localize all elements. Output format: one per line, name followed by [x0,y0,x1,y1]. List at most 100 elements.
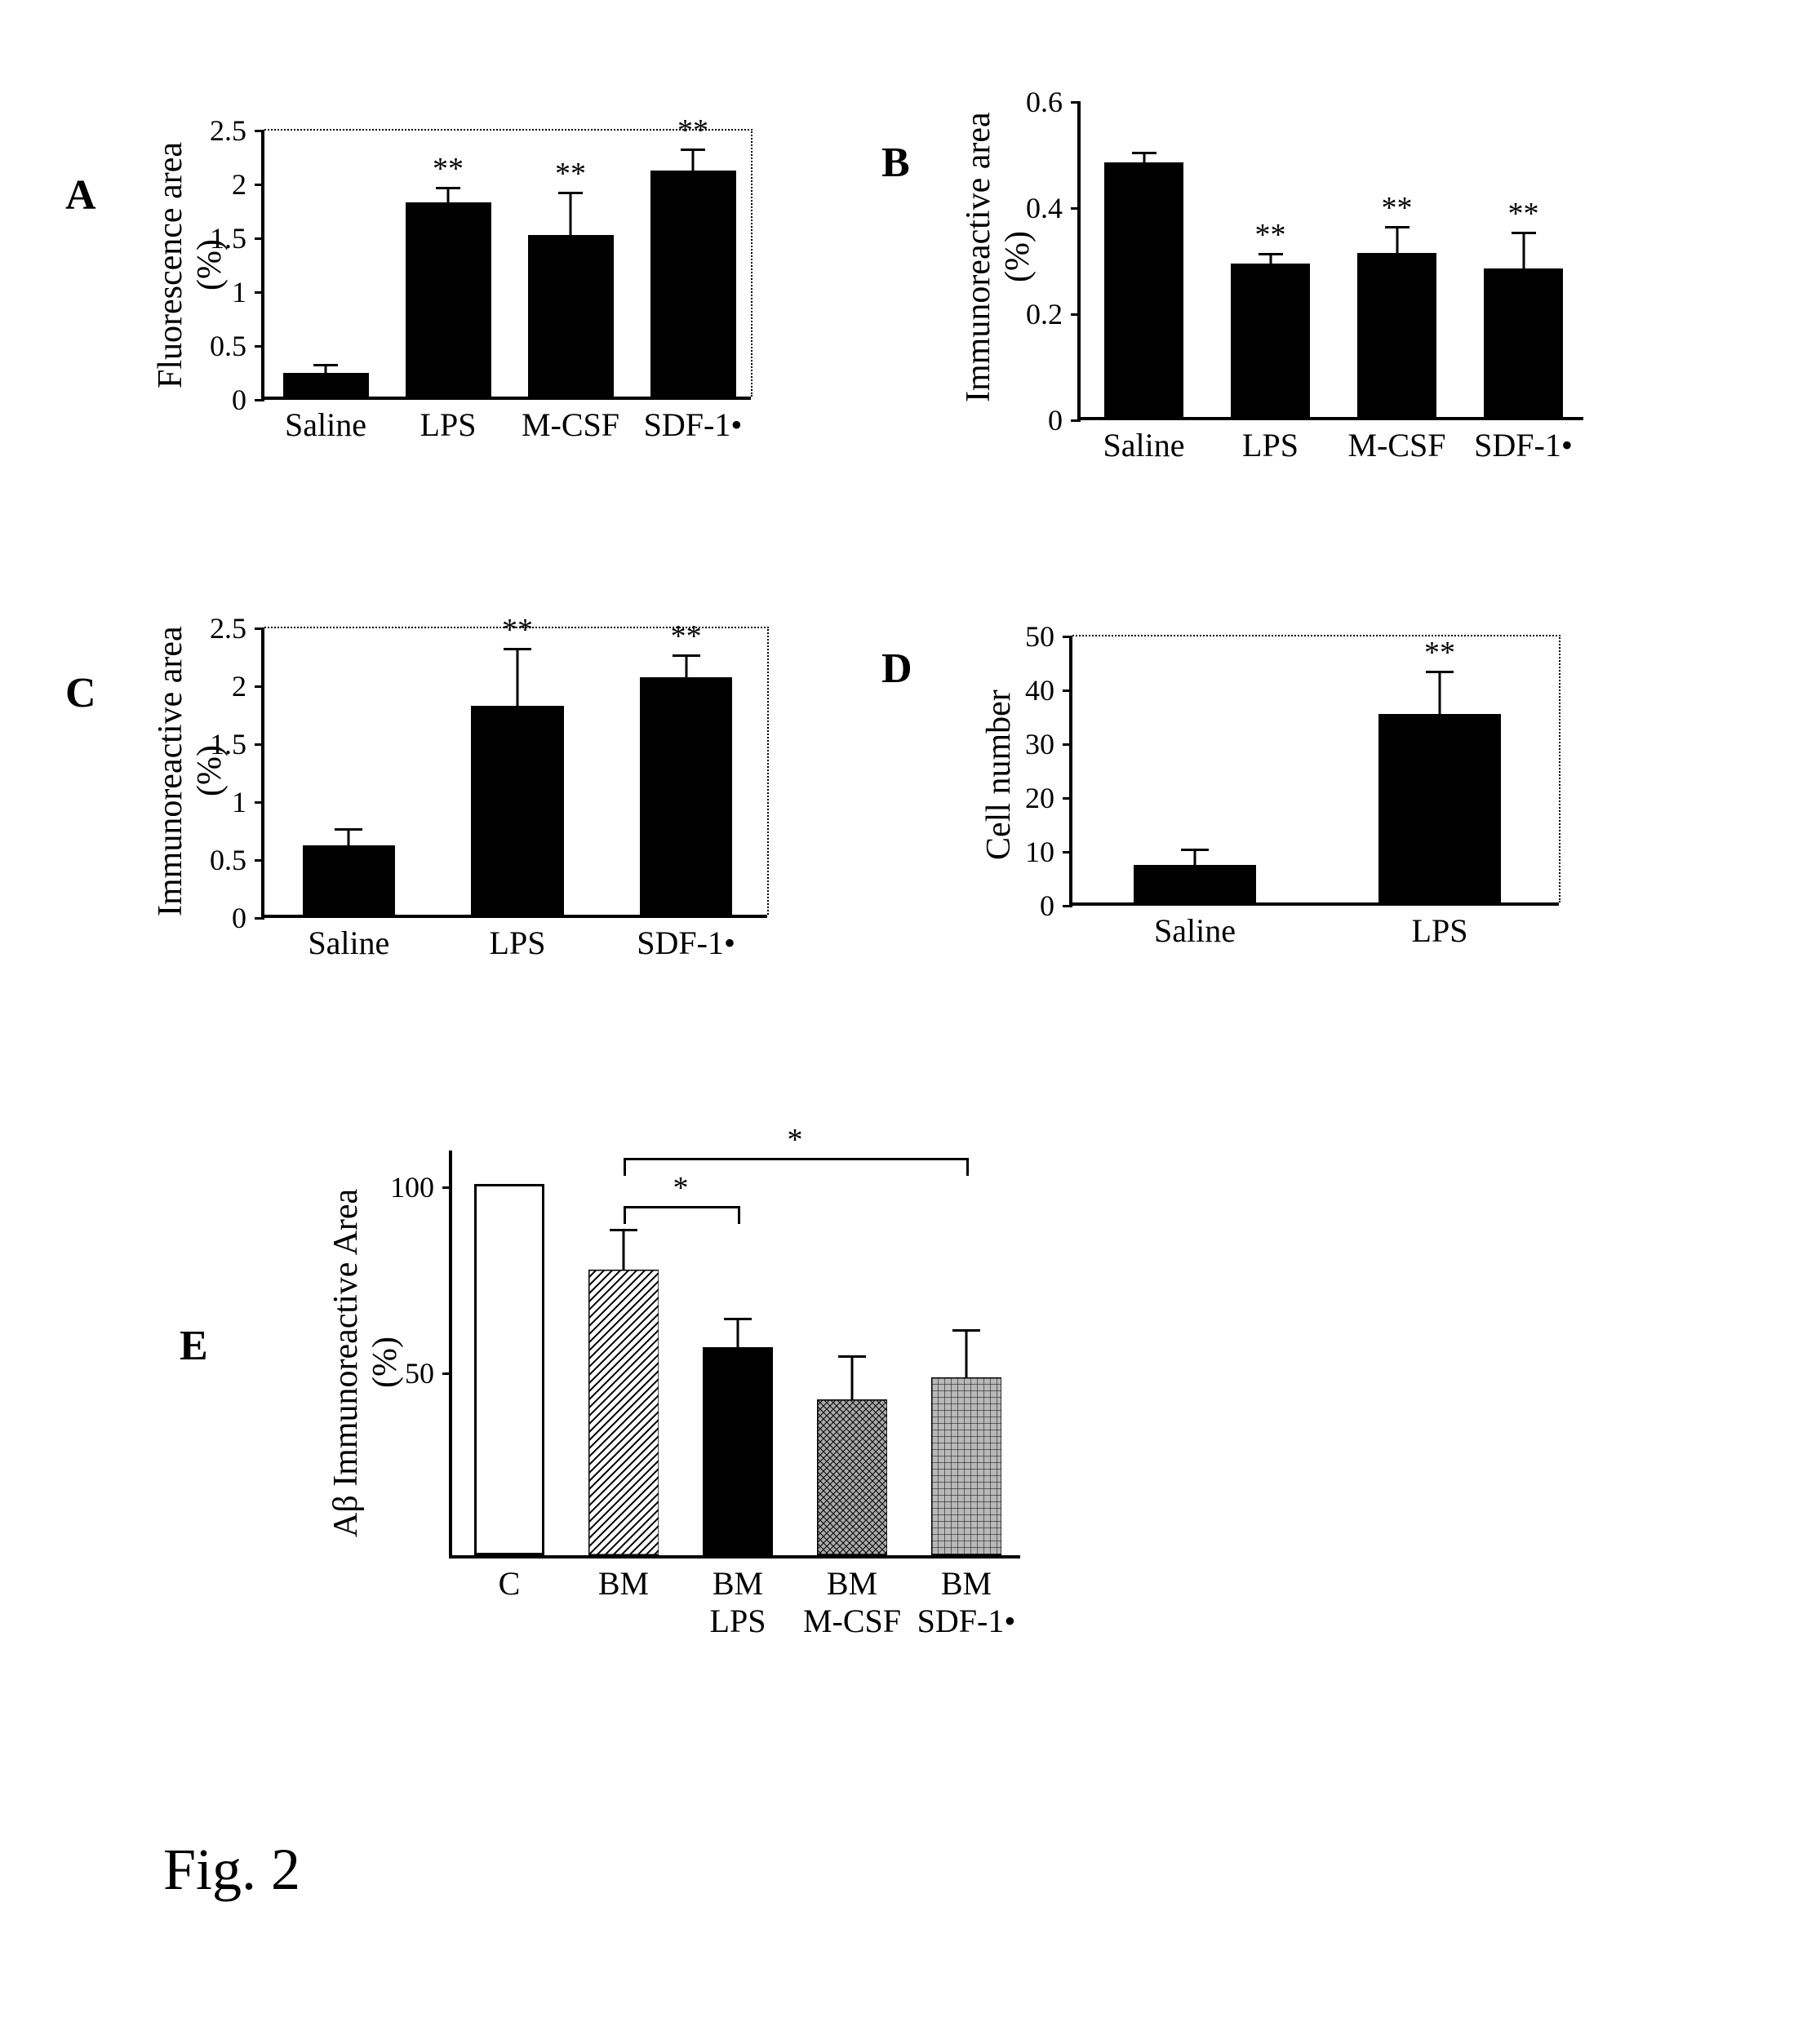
y-tick-label: 2.5 [173,611,246,645]
bar [474,1184,545,1555]
y-tick-label: 1.5 [173,727,246,761]
x-category-label: BM [566,1555,681,1603]
bar [1378,714,1501,902]
x-category-label: SDF-1• [602,915,770,962]
bar [471,706,564,915]
y-tick-label: 0 [173,383,246,417]
significance-marker: * [788,1122,803,1158]
y-tick-label: 2 [173,669,246,703]
error-bar [436,187,460,203]
x-category-label: BM M-CSF [795,1555,909,1640]
error-bar [1426,671,1454,714]
y-tick-label: 1.5 [173,221,246,255]
significance-marker: ** [555,156,586,192]
error-bar [1512,232,1536,269]
x-category-label: Saline [264,397,387,444]
bar [703,1347,774,1555]
y-tick-label: 30 [981,727,1054,761]
x-category-label: M-CSF [509,397,632,444]
error-bar [1385,226,1410,253]
error-bar [681,149,705,170]
chart-d: 01020304050Saline**LPS [1069,636,1559,906]
x-category-label: SDF-1• [1460,417,1587,464]
x-category-label: LPS [1207,417,1334,464]
chart-b: 00.20.40.6Saline**LPS**M-CSF**SDF-1• [1077,102,1583,420]
significance-marker: ** [677,113,708,149]
figure-caption: Fig. 2 [163,1836,300,1904]
panel-label-d: D [881,645,912,693]
error-bar [1259,253,1283,264]
significance-marker: * [673,1170,689,1206]
error-bar [335,828,362,845]
chart-c: 00.511.522.5Saline**LPS**SDF-1• [261,628,767,918]
y-tick-label: 50 [981,619,1054,654]
x-category-label: C [452,1555,566,1603]
y-tick-label: 10 [981,835,1054,869]
bar [1134,865,1256,902]
bar [640,677,733,915]
panel-label-b: B [881,139,910,187]
bar [1104,162,1183,417]
chart-e: 50100CBMBM LPSBM M-CSFBM SDF-1•** [449,1151,1020,1558]
error-bar [504,648,531,706]
y-axis-label: Immunoreactive area (%) [959,94,1037,420]
bar [528,235,614,397]
panel-label-c: C [65,669,96,717]
y-tick-label: 0.5 [173,329,246,363]
bar [817,1399,888,1555]
significance-marker: ** [433,151,464,187]
bar [406,202,491,397]
y-tick-label: 2 [173,167,246,202]
x-category-label: M-CSF [1334,417,1460,464]
error-bar [952,1329,980,1377]
x-category-label: Saline [264,915,433,962]
bar [1357,253,1436,418]
y-tick-label: 0.6 [989,85,1063,119]
error-bar [1181,849,1209,865]
significance-marker: ** [1382,190,1413,226]
y-tick-label: 0.4 [989,191,1063,225]
bar [283,373,369,397]
y-tick-label: 0 [989,403,1063,437]
y-tick-label: 2.5 [173,113,246,148]
panel-label-a: A [65,171,96,219]
y-tick-label: 20 [981,781,1054,815]
x-category-label: BM LPS [681,1555,795,1640]
significance-marker: ** [1508,196,1539,232]
bar [1484,268,1562,417]
bar [931,1377,1002,1555]
y-tick-label: 1 [173,785,246,819]
chart-a: 00.511.522.5Saline**LPS**M-CSF**SDF-1• [261,131,751,400]
error-bar [673,654,700,677]
y-tick-label: 100 [361,1170,434,1204]
x-category-label: BM SDF-1• [909,1555,1023,1640]
error-bar [838,1355,866,1400]
y-tick-label: 1 [173,275,246,309]
bar [588,1270,659,1555]
error-bar [313,364,338,373]
bar [1231,264,1309,418]
error-bar [558,192,583,235]
x-category-label: LPS [387,397,509,444]
y-tick-label: 0 [981,889,1054,923]
y-tick-label: 50 [361,1356,434,1390]
error-bar [724,1318,752,1347]
x-category-label: Saline [1081,417,1207,464]
bar [650,171,736,397]
significance-marker: ** [671,619,702,654]
y-tick-label: 0.5 [173,843,246,877]
y-tick-label: 40 [981,673,1054,707]
x-category-label: LPS [433,915,602,962]
significance-marker: ** [1255,217,1286,253]
x-category-label: Saline [1072,902,1317,950]
y-tick-label: 0 [173,901,246,935]
panel-label-e: E [180,1322,208,1370]
bar [303,845,396,915]
x-category-label: LPS [1317,902,1562,950]
y-tick-label: 0.2 [989,297,1063,331]
error-bar [1132,152,1156,162]
significance-marker: ** [502,612,533,648]
error-bar [610,1229,637,1270]
significance-marker: ** [1424,635,1455,671]
x-category-label: SDF-1• [632,397,754,444]
